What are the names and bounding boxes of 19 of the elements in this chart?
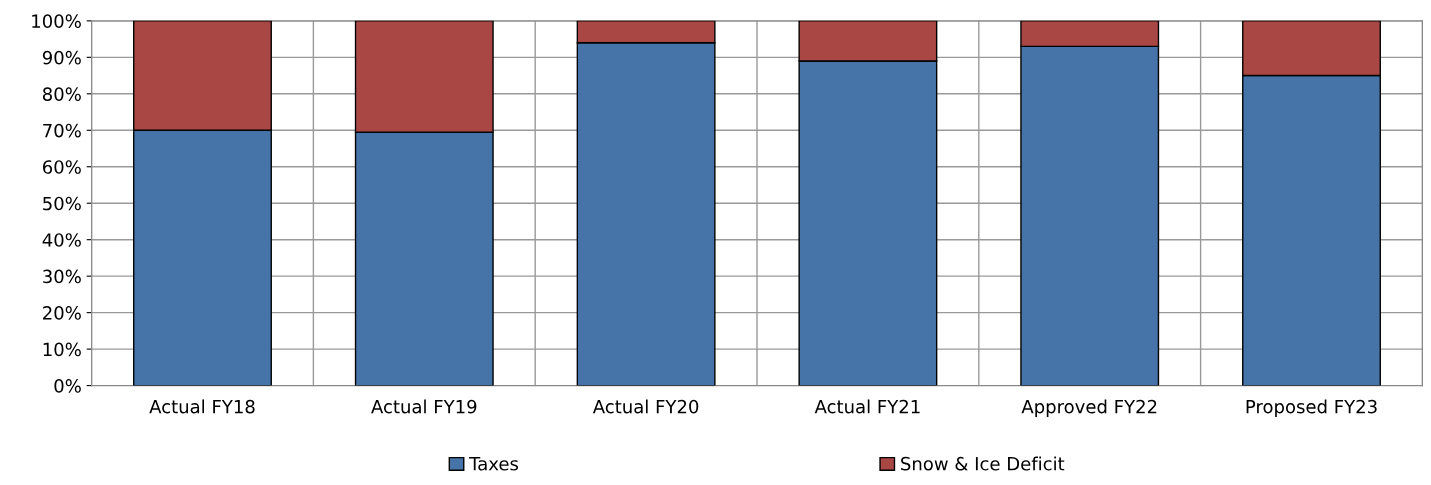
x-tick-label: Approved FY22 xyxy=(1021,399,1157,417)
x-tick-label: Actual FY21 xyxy=(814,399,920,414)
y-tick-label: 30% xyxy=(43,269,81,284)
y-tick-label: 100% xyxy=(32,14,81,28)
y-tick-label: 80% xyxy=(42,87,81,101)
y-tick-label: 70% xyxy=(43,123,81,138)
y-tick-label: 10% xyxy=(43,342,81,357)
y-tick-label: 20% xyxy=(43,306,81,320)
y-tick-label: 60% xyxy=(42,160,81,174)
legend-label: Taxes xyxy=(469,457,519,471)
y-tick-label: 50% xyxy=(43,196,81,211)
x-tick-label: Actual FY19 xyxy=(371,399,477,414)
legend-label: Snow & Ice Deficit xyxy=(901,456,1065,471)
x-tick-label: Proposed FY23 xyxy=(1246,399,1377,417)
y-tick-label: 40% xyxy=(42,233,81,247)
y-tick-label: 0% xyxy=(54,379,81,393)
x-tick-label: Actual FY20 xyxy=(592,399,699,414)
x-tick-label: Actual FY18 xyxy=(149,399,255,414)
y-tick-label: 90% xyxy=(42,50,81,65)
